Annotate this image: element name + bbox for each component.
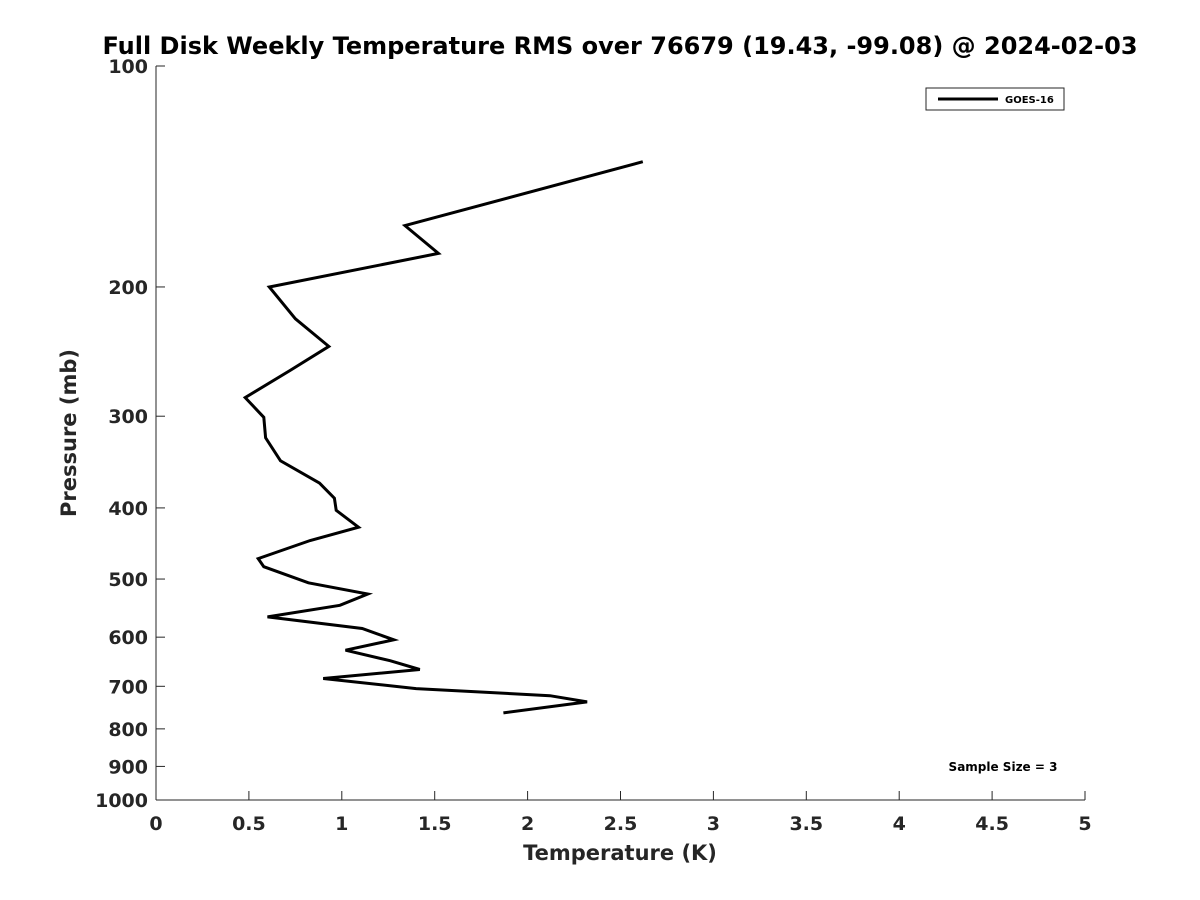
- x-tick-label: 4.5: [975, 813, 1009, 835]
- x-tick-label: 2: [521, 813, 534, 835]
- y-tick-label: 700: [108, 676, 148, 698]
- y-tick-label: 100: [108, 56, 148, 78]
- chart-title: Full Disk Weekly Temperature RMS over 76…: [102, 32, 1137, 60]
- x-tick-label: 0.5: [232, 813, 266, 835]
- x-tick-label: 1.5: [418, 813, 452, 835]
- y-tick-label: 900: [108, 756, 148, 778]
- y-tick-label: 500: [108, 569, 148, 591]
- x-tick-label: 4: [893, 813, 906, 835]
- x-tick-label: 0: [149, 813, 162, 835]
- y-tick-label: 400: [108, 498, 148, 520]
- x-tick-label: 1: [335, 813, 348, 835]
- x-tick-label: 3.5: [789, 813, 823, 835]
- series-group: [242, 160, 644, 715]
- y-tick-label: 1000: [95, 790, 148, 812]
- y-tick-label: 800: [108, 719, 148, 741]
- y-tick-label: 300: [108, 406, 148, 428]
- y-tick-label: 200: [108, 277, 148, 299]
- sample-size-annotation: Sample Size = 3: [949, 760, 1058, 774]
- series-line-goes-16: [242, 160, 644, 715]
- legend-label: GOES-16: [1005, 95, 1054, 106]
- y-axis-label: Pressure (mb): [57, 349, 81, 517]
- x-tick-label: 5: [1078, 813, 1091, 835]
- y-ticks: 100 200 300 400 500 600 700 800 900 1000: [95, 56, 165, 812]
- x-tick-label: 2.5: [604, 813, 638, 835]
- y-tick-label: 600: [108, 627, 148, 649]
- x-tick-label: 3: [707, 813, 720, 835]
- x-ticks: 0 0.5 1 1.5 2 2.5 3 3.5 4 4.5 5: [149, 791, 1092, 835]
- legend: GOES-16: [925, 87, 1065, 111]
- x-axis-label: Temperature (K): [523, 841, 717, 865]
